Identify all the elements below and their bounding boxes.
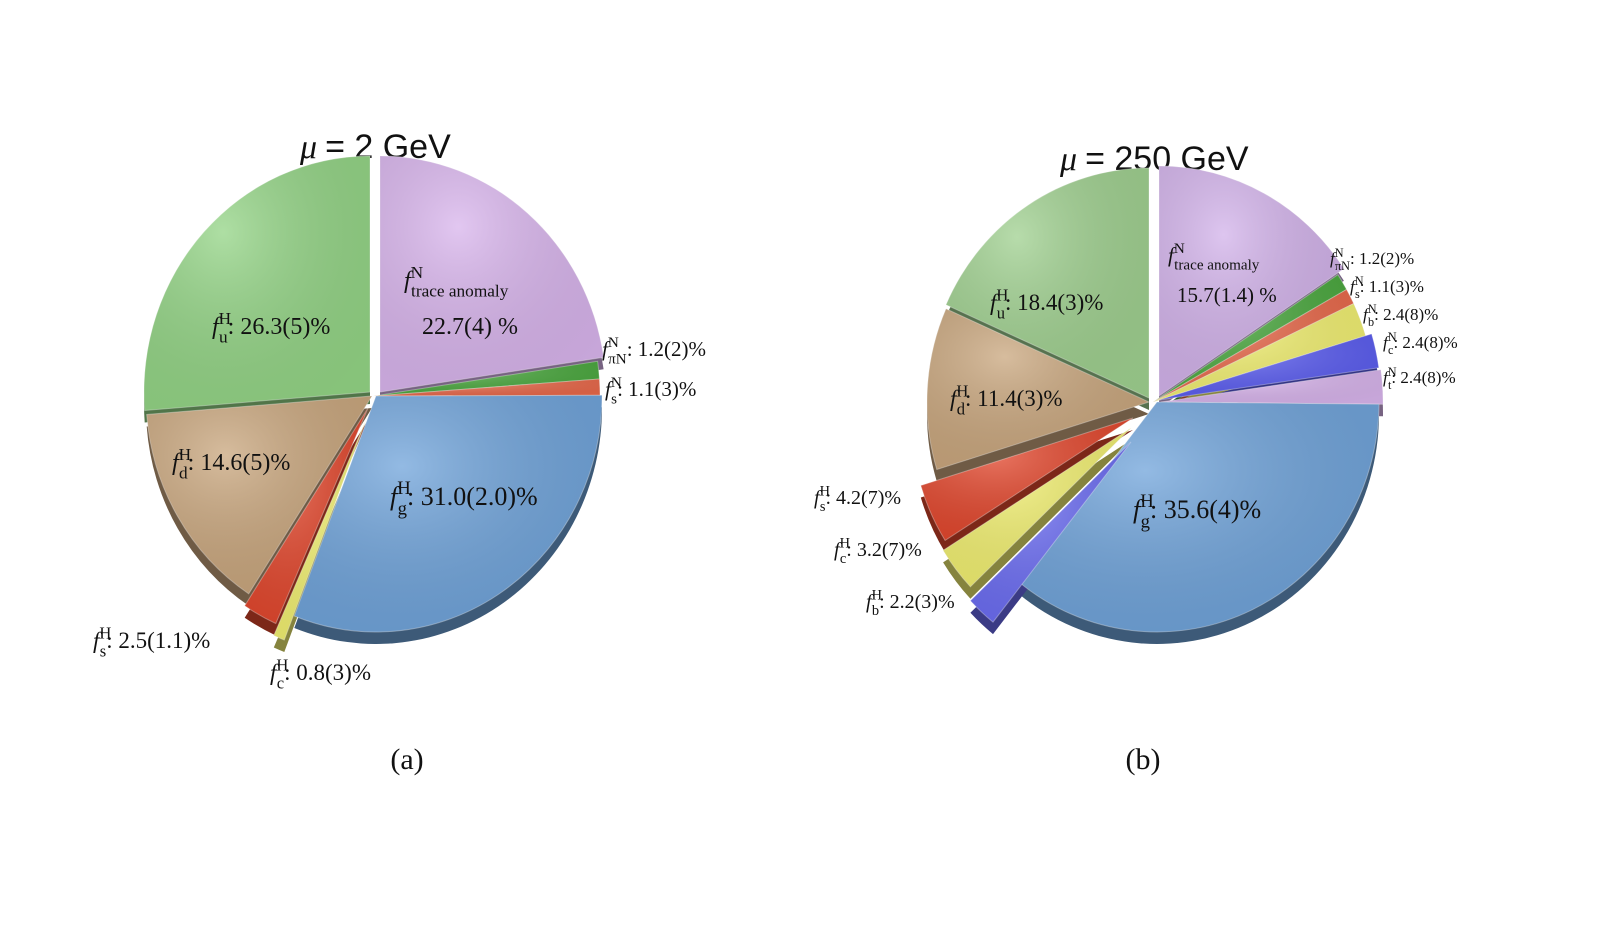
slice-label-g: fH g: 31.0(2.0)%	[390, 478, 538, 519]
slice-label-trace: fN trace anomaly	[1168, 241, 1260, 273]
slice-label-sH: fH s: 4.2(7)%	[814, 484, 901, 516]
slice-label-bH: fH b: 2.2(3)%	[866, 588, 955, 620]
slice-label-u: fH u: 26.3(5)%	[212, 309, 330, 347]
chart-title: μ = 250 GeV	[1059, 140, 1249, 178]
slice-label-u: fH u: 18.4(3)%	[990, 285, 1103, 322]
slice-label-sN: fN s: 1.1(3)%	[605, 375, 696, 407]
slice-label-g: fH g: 35.6(4)%	[1133, 491, 1261, 532]
slice-label-piN: fN πN: 1.2(2)%	[602, 335, 706, 367]
slice-u	[143, 155, 371, 412]
slice-label-piN: fN πN: 1.2(2)%	[1330, 246, 1414, 273]
slice-value-trace: 22.7(4) %	[422, 314, 518, 340]
slice-label-sH: fH s: 2.5(1.1)%	[93, 623, 210, 660]
slice-label-cH: fH c: 3.2(7)%	[834, 536, 922, 568]
chart-title: μ = 2 GeV	[299, 128, 451, 166]
slice-value-trace: 15.7(1.4) %	[1177, 283, 1277, 307]
chart-caption: (b)	[1126, 743, 1161, 776]
slice-label-d: fH d: 11.4(3)%	[950, 381, 1063, 418]
pie-chart-b: μ = 250 GeV fN trace anomaly 15.7(1.4) % fN πN…	[814, 140, 1458, 776]
slice-label-cH: fH c: 0.8(3)%	[270, 655, 371, 692]
pie-chart-a: μ = 2 GeV fN trace anomaly 22.7(4) % fN πN: 1.…	[93, 128, 706, 776]
chart-caption: (a)	[390, 743, 423, 776]
slice-label-tN: fN t: 2.4(8)%	[1383, 365, 1456, 392]
slice-label-trace: fN trace anomaly	[404, 263, 509, 301]
slice-label-bN: fN b: 2.4(8)%	[1363, 302, 1438, 329]
slice-label-d: fH d: 14.6(5)%	[172, 445, 290, 483]
slice-label-cN: fN c: 2.4(8)%	[1383, 330, 1458, 357]
slice-label-sN: fN s: 1.1(3)%	[1350, 274, 1424, 301]
